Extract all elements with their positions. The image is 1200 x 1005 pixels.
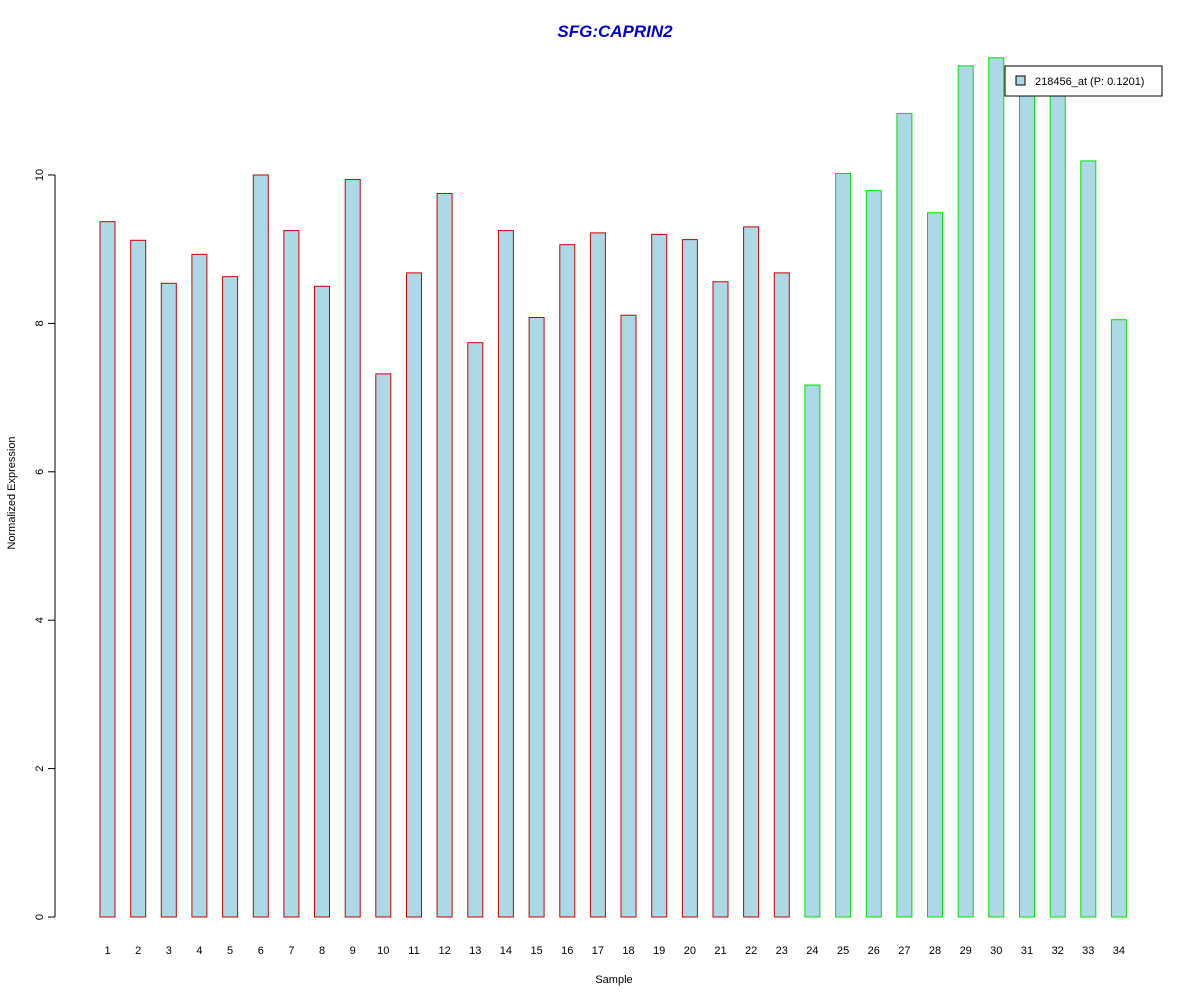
bar-sample-26 [865,190,882,918]
bar-sample-4 [191,253,208,918]
bar-series [99,57,1127,918]
bar-sample-19 [651,233,668,918]
bar-sample-21 [712,281,729,918]
y-tick-label: 8 [34,320,46,326]
bar-sample-30 [988,57,1005,918]
bar-sample-24 [804,384,821,918]
bar-sample-20 [681,239,698,918]
bar-sample-32 [1049,92,1066,918]
x-tick-label: 19 [653,945,665,957]
x-tick-label: 25 [837,945,849,957]
x-tick-label: 1 [104,945,110,957]
bar-sample-12 [436,193,453,918]
bar-sample-11 [406,272,422,918]
bar-sample-8 [314,285,330,918]
x-tick-label: 14 [500,945,512,957]
bar-sample-2 [130,239,147,918]
x-tick-label: 8 [319,945,325,957]
x-tick-label: 34 [1113,945,1125,957]
bar-sample-7 [283,230,300,918]
bar-sample-27 [896,112,913,918]
legend-swatch [1015,75,1026,86]
x-axis-tick-labels: 1 2 3 4 5 6 7 8 9 10 11 12 13 14 15 16 17 18 19 20 21 22 23 24 2… [104,945,1125,957]
x-tick-label: 5 [227,945,233,957]
x-tick-label: 4 [196,945,202,957]
y-tick-label: 0 [34,914,46,920]
bar-sample-15 [528,317,545,918]
bar-sample-28 [927,212,943,918]
x-tick-label: 13 [469,945,481,957]
chart-title: SFG:CAPRIN2 [557,22,673,41]
x-tick-label: 18 [622,945,634,957]
y-axis: 0 2 4 6 8 10 [34,169,56,920]
bar-sample-14 [497,230,514,918]
bar-sample-13 [467,342,484,918]
bar-sample-10 [375,373,392,918]
bar-sample-3 [160,282,177,918]
legend-box [1004,65,1163,97]
legend-label: 218456_at (P: 0.1201) [1035,76,1144,88]
bar-sample-29 [957,65,974,918]
x-tick-label: 30 [990,945,1002,957]
x-tick-label: 26 [868,945,880,957]
x-tick-label: 21 [714,945,726,957]
x-tick-label: 7 [288,945,294,957]
x-tick-label: 16 [561,945,573,957]
bar-sample-18 [620,314,637,918]
x-tick-label: 33 [1082,945,1094,957]
bar-sample-6 [252,174,269,918]
bar-sample-9 [344,179,361,918]
bar-sample-23 [773,272,790,918]
y-tick-label: 2 [34,766,46,772]
legend: 218456_at (P: 0.1201) [1004,65,1163,97]
x-axis-label: Sample [595,974,632,986]
x-tick-label: 9 [350,945,356,957]
bar-sample-34 [1110,319,1127,918]
bar-sample-5 [222,276,239,918]
x-tick-label: 3 [166,945,172,957]
bar-sample-1 [99,221,116,918]
y-tick-label: 10 [34,169,46,181]
x-tick-label: 23 [776,945,788,957]
x-tick-label: 6 [258,945,264,957]
x-tick-label: 2 [135,945,141,957]
x-tick-label: 22 [745,945,757,957]
y-tick-label: 4 [34,617,46,623]
y-axis-label: Normalized Expression [6,436,18,549]
bar-sample-25 [835,173,852,918]
bar-sample-22 [743,226,760,918]
x-tick-label: 28 [929,945,941,957]
x-tick-label: 17 [592,945,604,957]
x-tick-label: 24 [806,945,818,957]
x-tick-label: 31 [1021,945,1033,957]
x-tick-label: 15 [530,945,542,957]
bar-sample-17 [589,232,606,918]
bar-sample-31 [1019,92,1035,918]
bar-sample-16 [559,244,576,918]
x-tick-label: 32 [1052,945,1064,957]
x-tick-label: 11 [408,945,419,957]
x-tick-label: 20 [684,945,696,957]
bar-sample-33 [1080,160,1097,918]
x-tick-label: 29 [960,945,972,957]
x-tick-label: 10 [377,945,389,957]
x-tick-label: 12 [438,945,450,957]
y-tick-label: 6 [34,469,46,475]
x-tick-label: 27 [898,945,910,957]
